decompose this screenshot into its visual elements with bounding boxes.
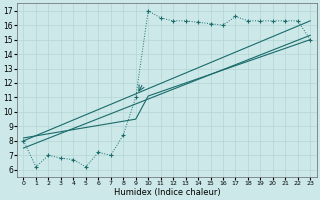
X-axis label: Humidex (Indice chaleur): Humidex (Indice chaleur) [114,188,220,197]
